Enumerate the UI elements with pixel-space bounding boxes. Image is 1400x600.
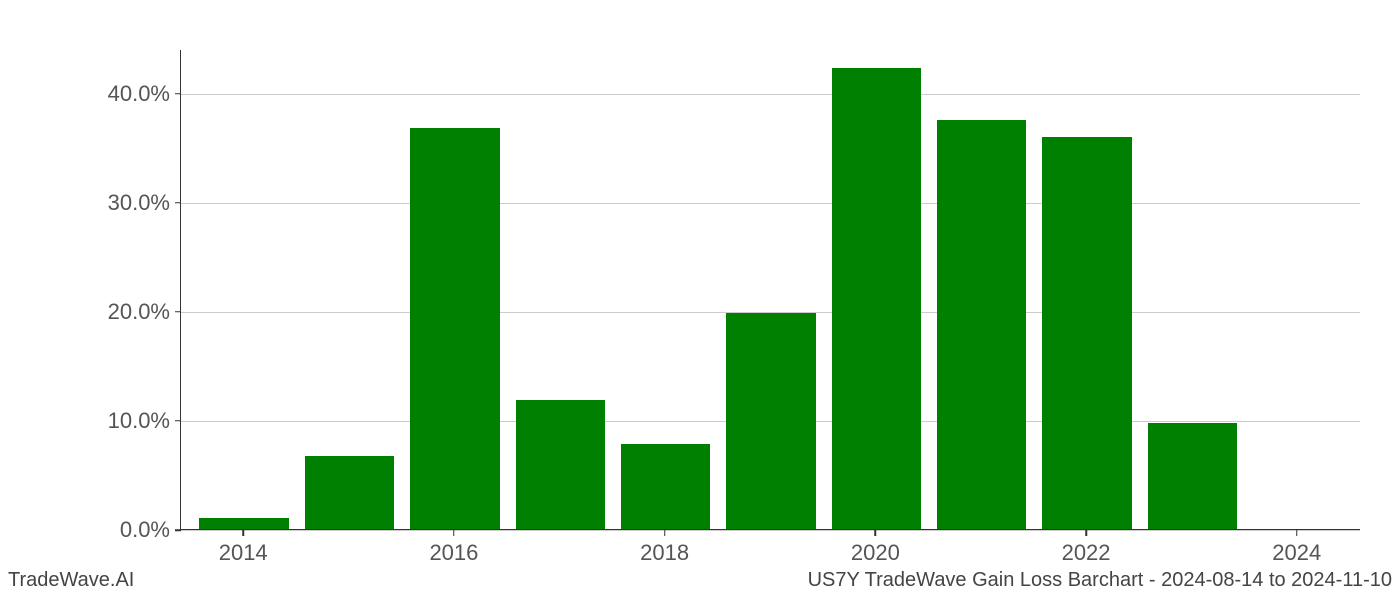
xtick-mark	[664, 530, 666, 536]
xtick-label: 2016	[429, 540, 478, 566]
bar	[832, 68, 922, 529]
xtick-label: 2014	[219, 540, 268, 566]
ytick-mark	[175, 529, 181, 531]
xtick-mark	[875, 530, 877, 536]
xtick-label: 2024	[1272, 540, 1321, 566]
bar	[1042, 137, 1132, 529]
bar	[726, 313, 816, 529]
gridline	[181, 203, 1360, 204]
bar	[937, 120, 1027, 529]
xtick-label: 2020	[851, 540, 900, 566]
xtick-mark	[1085, 530, 1087, 536]
gridline	[181, 94, 1360, 95]
ytick-label: 10.0%	[108, 408, 170, 434]
xtick-label: 2018	[640, 540, 689, 566]
footer-left: TradeWave.AI	[8, 569, 134, 592]
bar	[1148, 423, 1238, 529]
chart-container	[180, 50, 1360, 530]
ytick-label: 30.0%	[108, 190, 170, 216]
bar	[199, 518, 289, 529]
xtick-mark	[453, 530, 455, 536]
bar	[305, 456, 395, 529]
gridline	[181, 530, 1360, 531]
ytick-mark	[175, 93, 181, 95]
bar	[621, 444, 711, 529]
ytick-label: 0.0%	[120, 517, 170, 543]
ytick-label: 20.0%	[108, 299, 170, 325]
plot-area	[180, 50, 1360, 530]
ytick-mark	[175, 420, 181, 422]
xtick-mark	[1296, 530, 1298, 536]
ytick-mark	[175, 311, 181, 313]
ytick-label: 40.0%	[108, 81, 170, 107]
ytick-mark	[175, 202, 181, 204]
bar	[410, 128, 500, 529]
xtick-label: 2022	[1062, 540, 1111, 566]
footer-right: US7Y TradeWave Gain Loss Barchart - 2024…	[808, 569, 1392, 592]
xtick-mark	[242, 530, 244, 536]
bar	[516, 400, 606, 529]
